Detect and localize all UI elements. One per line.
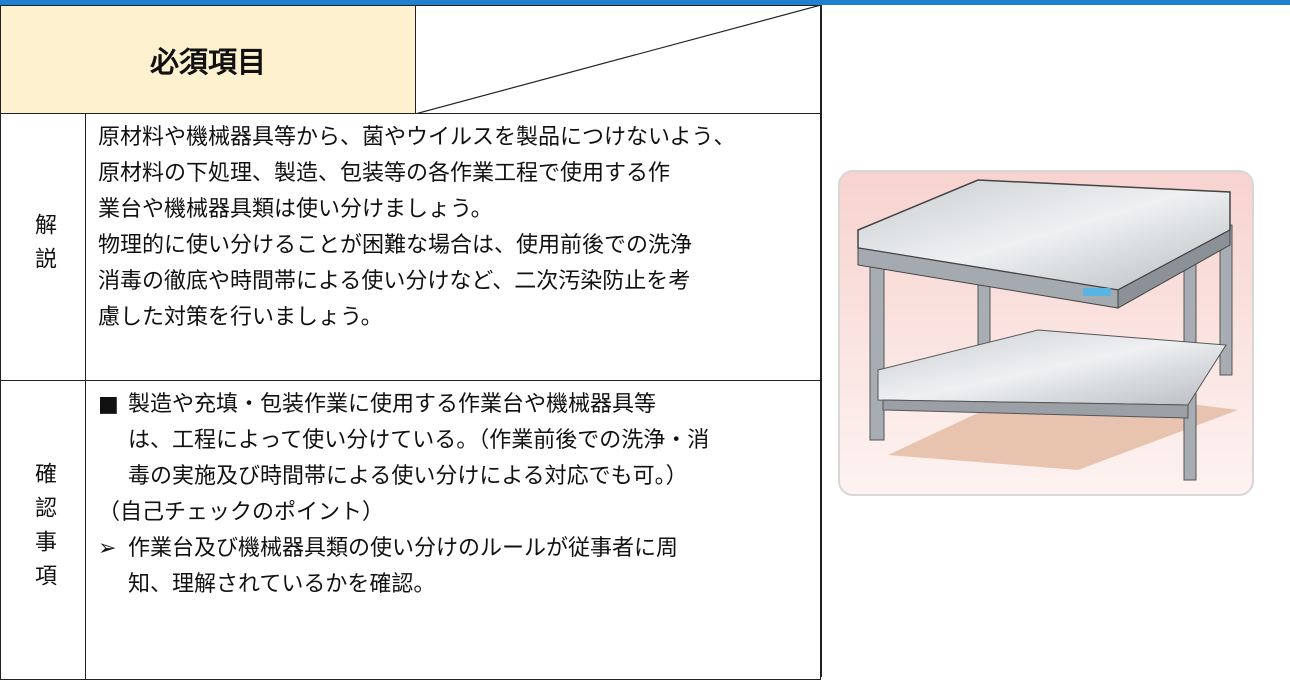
explanation-body: 原材料や機械器具等から、菌やウイルスを製品につけないよう、 原材料の下処理、製造、… <box>85 113 821 381</box>
header-title: 必須項目 <box>149 44 266 79</box>
table-illustration <box>838 170 1254 496</box>
text-line: 原材料の下処理、製造、包装等の各作業工程で使用する作 <box>98 161 671 186</box>
check-label-cell: 確認事項 <box>0 380 86 680</box>
text-line: 消毒の徹底や時間帯による使い分けなど、二次汚染防止を考 <box>98 269 691 294</box>
empty-cell <box>414 4 821 114</box>
text-line: ➢ 作業台及び機械器具類の使い分けのルールが従事者に周 <box>98 531 820 567</box>
column-border <box>820 5 822 677</box>
explanation-label-cell: 解説 <box>0 113 86 381</box>
text-line: 慮した対策を行いましょう。 <box>98 305 383 330</box>
explanation-label: 解説 <box>31 213 56 281</box>
line-text: 製造や充填・包装作業に使用する作業台や機械器具等 <box>128 392 657 417</box>
text-line: 業台や機械器具類は使い分けましょう。 <box>98 197 493 222</box>
text-line: 物理的に使い分けることが困難な場合は、使用前後での洗浄 <box>98 233 693 258</box>
diagonal <box>414 4 821 114</box>
check-body: ■ 製造や充填・包装作業に使用する作業台や機械器具等は、工程によって使い分けている… <box>85 380 821 680</box>
text-line: は、工程によって使い分けている。（作業前後での洗浄・消 <box>98 423 820 459</box>
line-text: 知、理解されているかを確認。 <box>128 572 436 597</box>
line-text: 毒の実施及び時間帯による使い分けによる対応でも可。） <box>128 464 688 489</box>
line-text: は、工程によって使い分けている。（作業前後での洗浄・消 <box>128 428 710 453</box>
text-line: 知、理解されているかを確認。 <box>98 567 820 603</box>
text-line: ■ 製造や充填・包装作業に使用する作業台や機械器具等 <box>98 387 820 423</box>
line-text: 作業台及び機械器具類の使い分けのルールが従事者に周 <box>128 536 679 561</box>
text-line: 原材料や機械器具等から、菌やウイルスを製品につけないよう、 <box>98 125 736 150</box>
text-line: 毒の実施及び時間帯による使い分けによる対応でも可。） <box>98 459 820 495</box>
check-label: 確認事項 <box>31 462 56 598</box>
line-text: （自己チェックのポイント） <box>98 500 385 525</box>
bullet-marker: ➢ <box>98 536 117 561</box>
header-cell: 必須項目 <box>0 5 416 114</box>
bullet-marker: ■ <box>98 392 119 417</box>
top-bar <box>0 0 1290 5</box>
text-line: （自己チェックのポイント） <box>98 495 820 531</box>
